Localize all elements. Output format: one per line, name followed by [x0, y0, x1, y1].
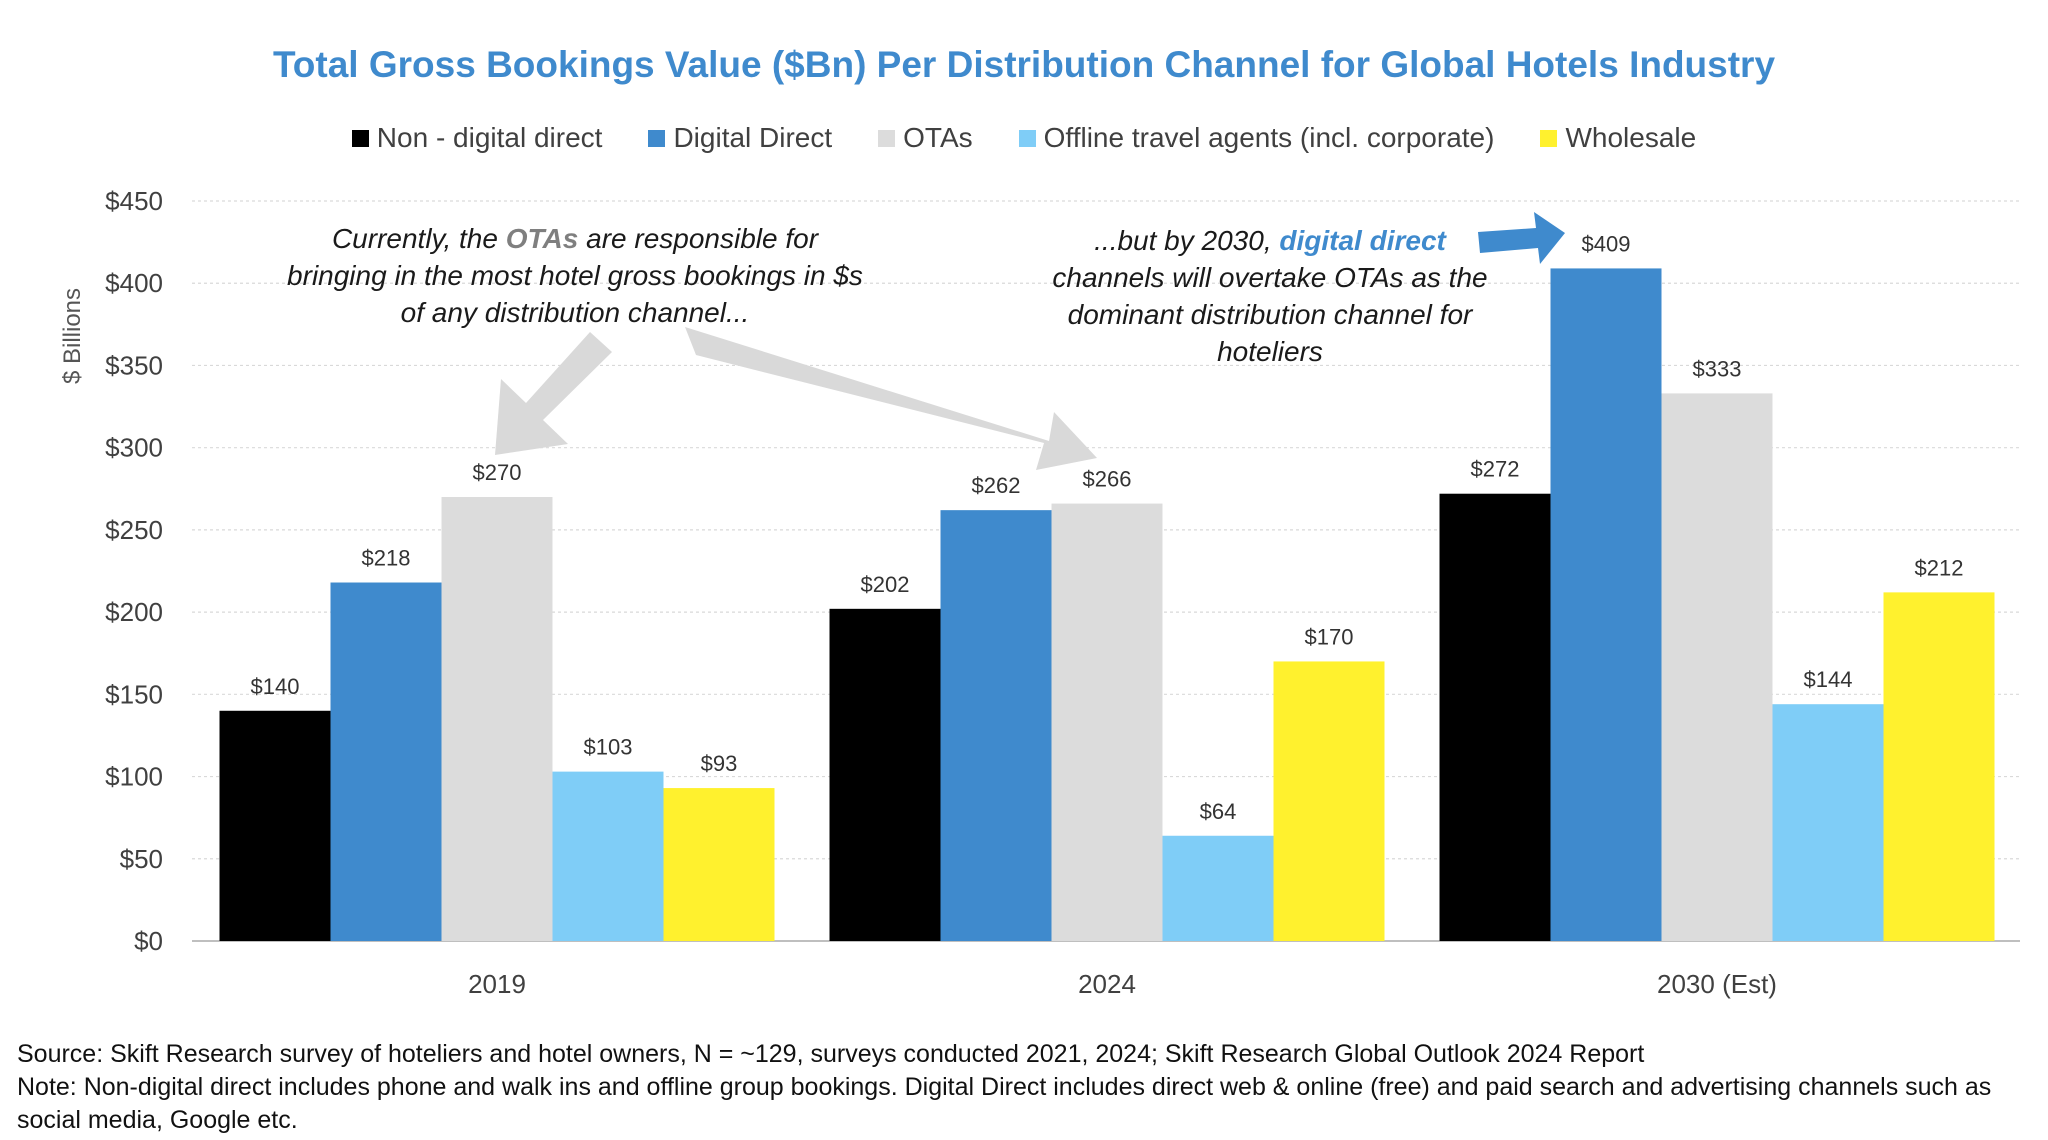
bar	[219, 710, 331, 941]
annotation-digital-direct-part1: ...but by 2030,	[1094, 225, 1280, 256]
bar	[441, 497, 553, 941]
bar	[1162, 835, 1274, 941]
bar	[1051, 503, 1163, 941]
bar	[1772, 704, 1884, 941]
legend-item: Offline travel agents (incl. corporate)	[1018, 122, 1495, 154]
legend-swatch	[1540, 129, 1558, 147]
legend-item: Digital Direct	[648, 122, 832, 154]
legend-item: Non - digital direct	[351, 122, 603, 154]
chart-title: Total Gross Bookings Value ($Bn) Per Dis…	[272, 44, 1776, 85]
bar	[330, 582, 442, 941]
arrow-to-otas-2019	[495, 332, 612, 455]
arrow-to-digital-direct-2030	[1478, 212, 1565, 264]
bar-chart: $0 $50 $100 $150 $200 $250 $300 $350 $400 $450 $ B…	[59, 186, 2020, 999]
legend-swatch	[648, 129, 666, 147]
bar	[1883, 592, 1995, 941]
data-label: $144	[1804, 667, 1853, 692]
legend-label: Wholesale	[1565, 122, 1697, 153]
y-tick-label: $250	[105, 515, 163, 545]
y-tick-label: $400	[105, 268, 163, 298]
bar	[663, 788, 775, 941]
legend-label: Non - digital direct	[376, 122, 603, 153]
data-label: $409	[1582, 231, 1631, 256]
data-label: $262	[972, 473, 1021, 498]
legend-label: OTAs	[903, 122, 973, 153]
y-tick-label: $100	[105, 762, 163, 792]
x-tick-label: 2030 (Est)	[1657, 969, 1777, 999]
chart-footer: Source: Skift Research survey of hotelie…	[17, 1038, 2027, 1137]
data-label: $64	[1200, 799, 1237, 824]
chart-legend: Non - digital direct Digital Direct OTAs Of…	[0, 122, 2048, 154]
bar	[940, 510, 1052, 941]
bar	[829, 608, 941, 941]
annotation-otas: Currently, the OTAs are responsible for …	[280, 220, 870, 331]
legend-item: OTAs	[878, 122, 973, 154]
bar	[1550, 268, 1662, 941]
annotation-digital-direct: ...but by 2030, digital direct channels …	[1040, 222, 1500, 370]
legend-swatch	[1018, 129, 1036, 147]
footer-note: Note: Non-digital direct includes phone …	[17, 1073, 1992, 1134]
legend-label: Offline travel agents (incl. corporate)	[1043, 122, 1495, 153]
data-label: $93	[701, 751, 738, 776]
bar	[1273, 661, 1385, 941]
annotation-arrows	[495, 212, 1565, 470]
bar	[552, 771, 664, 941]
y-axis-title: $ Billions	[59, 288, 86, 384]
y-tick-label: $450	[105, 186, 163, 216]
legend-item: Wholesale	[1540, 122, 1696, 154]
y-tick-label: $350	[105, 350, 163, 380]
y-tick-label: $300	[105, 433, 163, 463]
data-label: $103	[584, 735, 633, 760]
data-label: $218	[362, 546, 411, 571]
data-label: $266	[1083, 467, 1132, 492]
annotation-otas-part1: Currently, the	[331, 223, 506, 254]
data-label: $170	[1305, 624, 1354, 649]
legend-swatch	[351, 129, 369, 147]
data-label: $270	[473, 460, 522, 485]
y-tick-label: $0	[134, 926, 163, 956]
annotation-otas-part2: are responsible for bringing in the most…	[287, 223, 863, 328]
legend-swatch	[878, 129, 896, 147]
x-tick-label: 2024	[1078, 969, 1136, 999]
annotation-digital-direct-highlight: digital direct	[1279, 225, 1446, 256]
data-label: $333	[1693, 356, 1742, 381]
x-tick-label: 2019	[468, 969, 526, 999]
y-tick-label: $50	[120, 844, 163, 874]
bar	[1661, 393, 1773, 941]
data-label: $202	[861, 572, 910, 597]
data-label: $212	[1915, 555, 1964, 580]
y-tick-label: $200	[105, 597, 163, 627]
bar	[1439, 493, 1551, 941]
arrow-to-otas-2024	[685, 327, 1097, 470]
legend-label: Digital Direct	[673, 122, 833, 153]
y-tick-label: $150	[105, 679, 163, 709]
annotation-digital-direct-part2: channels will overtake OTAs as the domin…	[1052, 262, 1488, 367]
data-label: $272	[1471, 457, 1520, 482]
footer-source: Source: Skift Research survey of hotelie…	[17, 1040, 1645, 1068]
data-label: $140	[251, 674, 300, 699]
annotation-otas-highlight: OTAs	[505, 223, 579, 254]
